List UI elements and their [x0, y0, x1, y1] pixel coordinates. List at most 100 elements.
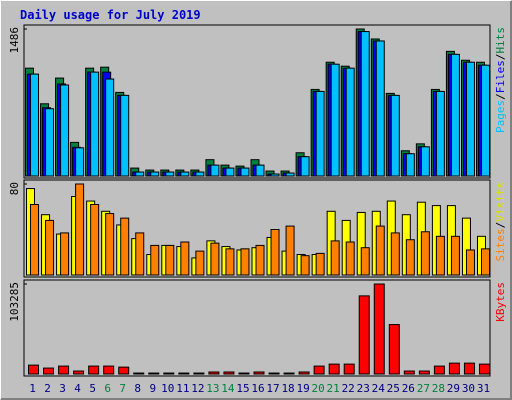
bar: [465, 249, 475, 276]
bar: [238, 372, 250, 375]
bar: [118, 366, 130, 375]
x-tick-label: 9: [149, 382, 156, 395]
bar: [180, 171, 190, 177]
x-tick-label: 11: [176, 382, 189, 395]
bar: [418, 370, 430, 375]
bar: [300, 156, 310, 177]
x-tick-label: 26: [402, 382, 415, 395]
legend-separator: /: [494, 54, 507, 61]
chart-title: Daily usage for July 2019: [20, 8, 201, 22]
bar: [150, 171, 160, 177]
bar: [223, 371, 235, 375]
x-tick-label: 23: [357, 382, 370, 395]
x-tick-label: 14: [221, 382, 235, 395]
bar: [345, 67, 355, 177]
bar: [345, 241, 355, 276]
bar: [75, 183, 85, 276]
x-tick-label: 21: [327, 382, 340, 395]
bar: [388, 324, 400, 375]
bar: [148, 372, 160, 375]
bar: [285, 172, 295, 177]
bar: [328, 363, 340, 375]
bar: [90, 203, 100, 276]
bar: [373, 283, 385, 375]
x-tick-label: 16: [251, 382, 264, 395]
bar: [270, 229, 280, 276]
legend: Sites/Visits: [494, 182, 507, 262]
bar: [255, 164, 265, 177]
panel: [23, 279, 491, 377]
bar: [390, 232, 400, 276]
x-tick-label: 8: [134, 382, 141, 395]
bar: [208, 371, 220, 375]
x-tick-label: 17: [266, 382, 279, 395]
bar: [358, 295, 370, 375]
bar: [178, 372, 190, 375]
bar: [30, 203, 40, 276]
x-tick-label: 15: [236, 382, 249, 395]
bar: [375, 40, 385, 177]
legend-entry: Hits: [494, 27, 507, 54]
bar: [165, 171, 175, 177]
legend: Pages/Files/Hits: [494, 27, 507, 133]
bar: [313, 365, 325, 375]
bar: [268, 372, 280, 375]
x-tick-label: 5: [89, 382, 96, 395]
bar: [88, 365, 100, 375]
bar: [420, 231, 430, 276]
bar: [210, 242, 220, 276]
x-tick-label: 6: [104, 382, 111, 395]
legend-entry: Pages: [494, 100, 507, 133]
bar: [135, 171, 145, 177]
bar: [405, 239, 415, 276]
bar: [300, 255, 310, 276]
bar: [60, 84, 70, 177]
legend-entry: Files: [494, 60, 507, 93]
bar: [150, 244, 160, 276]
y-tick-label: 80: [8, 182, 21, 195]
bar: [105, 78, 115, 177]
bar: [120, 217, 130, 276]
bar: [360, 247, 370, 276]
bar: [195, 250, 205, 276]
bar: [330, 63, 340, 177]
x-tick-label: 27: [417, 382, 430, 395]
x-tick-label: 20: [312, 382, 325, 395]
bar: [58, 365, 70, 375]
bar: [163, 372, 175, 375]
bar: [405, 153, 415, 177]
bar: [75, 147, 85, 177]
bar: [45, 219, 55, 276]
bar: [135, 232, 145, 276]
y-tick-label: 103285: [8, 282, 21, 322]
x-tick-label: 22: [342, 382, 355, 395]
bar: [165, 244, 175, 276]
bar: [435, 235, 445, 276]
bar: [270, 173, 280, 177]
x-tick-label: 29: [447, 382, 460, 395]
bar: [390, 94, 400, 177]
x-tick-label: 31: [477, 382, 490, 395]
bar: [480, 248, 490, 276]
bar: [240, 167, 250, 177]
bar: [225, 248, 235, 276]
legend-entry: Visits: [494, 182, 507, 222]
x-tick-label: 10: [161, 382, 174, 395]
bar: [103, 365, 115, 375]
bar: [420, 146, 430, 177]
bar: [375, 225, 385, 276]
bar: [105, 213, 115, 276]
bar: [435, 90, 445, 177]
x-tick-label: 2: [44, 382, 51, 395]
bar: [225, 167, 235, 177]
bar: [28, 364, 40, 375]
bar: [330, 240, 340, 276]
bar: [450, 235, 460, 276]
bar: [193, 372, 205, 375]
bar: [253, 371, 265, 375]
bar: [403, 370, 415, 375]
x-tick-label: 1: [29, 382, 36, 395]
bar: [73, 370, 85, 375]
